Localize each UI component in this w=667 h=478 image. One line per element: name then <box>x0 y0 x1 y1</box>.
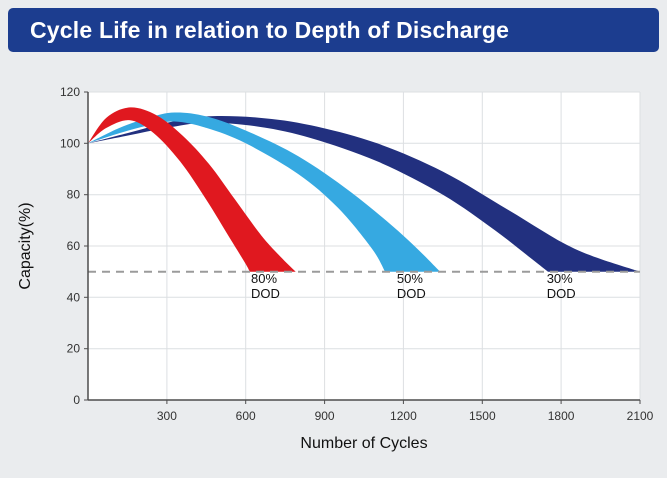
y-tick-label: 80 <box>67 188 81 202</box>
x-axis-title: Number of Cycles <box>300 435 427 452</box>
title-bar: Cycle Life in relation to Depth of Disch… <box>8 8 659 52</box>
y-tick-label: 0 <box>73 393 80 407</box>
band-50-dod <box>88 112 441 272</box>
x-tick-label: 1800 <box>548 409 575 423</box>
x-tick-label: 1200 <box>390 409 417 423</box>
x-tick-label: 900 <box>315 409 335 423</box>
x-tick-label: 600 <box>236 409 256 423</box>
chart-container: 0 20 40 60 80 100 120 300 600 900 1200 1500 1800 2100… <box>0 56 667 466</box>
y-tick-label: 20 <box>67 342 81 356</box>
x-tick-label: 1500 <box>469 409 496 423</box>
page-title: Cycle Life in relation to Depth of Disch… <box>30 16 510 43</box>
x-tick-label: 2100 <box>627 409 654 423</box>
band-30-dod <box>88 116 640 272</box>
x-tick-label: 300 <box>157 409 177 423</box>
y-tick-label: 100 <box>60 136 80 150</box>
y-tick-label: 60 <box>67 239 81 253</box>
y-tick-label: 40 <box>67 290 81 304</box>
dod-label: 80% DOD <box>251 271 280 301</box>
dod-label: 30% DOD <box>547 271 576 301</box>
cycle-life-chart: 0 20 40 60 80 100 120 300 600 900 1200 1500 1800 2100… <box>17 85 654 452</box>
y-tick-label: 120 <box>60 85 80 99</box>
y-axis-title: Capacity(%) <box>17 202 34 289</box>
band-80-dod <box>88 107 296 272</box>
dod-label: 50% DOD <box>397 271 426 301</box>
